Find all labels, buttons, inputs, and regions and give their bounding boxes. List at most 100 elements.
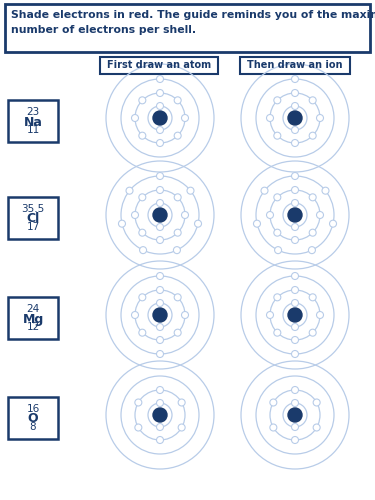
Text: 11: 11 [26,125,40,135]
Text: 12: 12 [26,322,40,332]
Circle shape [156,336,164,344]
Bar [100,57,218,74]
Text: 8: 8 [30,422,36,432]
Circle shape [308,246,315,254]
Circle shape [291,324,298,330]
Circle shape [156,300,164,306]
Circle shape [274,97,281,104]
Circle shape [291,236,298,244]
Circle shape [174,194,181,201]
Circle shape [132,312,138,318]
Circle shape [156,172,164,180]
Circle shape [288,408,302,422]
Bar [8,100,58,142]
Circle shape [132,212,138,218]
Circle shape [291,436,298,444]
Circle shape [156,272,164,280]
Circle shape [316,312,324,318]
Circle shape [156,140,164,146]
Circle shape [139,329,146,336]
Circle shape [291,386,298,394]
Circle shape [267,312,273,318]
Circle shape [132,114,138,121]
Circle shape [288,208,302,222]
Circle shape [291,140,298,146]
Circle shape [291,286,298,294]
Circle shape [174,294,181,301]
Circle shape [153,111,167,125]
Circle shape [126,187,133,194]
Text: 23: 23 [26,107,40,117]
Text: Cl: Cl [26,212,40,226]
Circle shape [274,229,281,236]
Circle shape [139,97,146,104]
Circle shape [156,236,164,244]
Circle shape [309,294,316,301]
Circle shape [261,187,268,194]
Circle shape [309,194,316,201]
Circle shape [316,212,324,218]
Circle shape [178,399,185,406]
Circle shape [313,424,320,431]
Text: Then draw an ion: Then draw an ion [247,60,343,70]
Circle shape [139,194,146,201]
Circle shape [135,399,142,406]
Circle shape [267,114,273,121]
Circle shape [291,400,298,406]
Circle shape [174,329,181,336]
Circle shape [156,76,164,82]
Circle shape [291,90,298,96]
Bar [8,197,58,239]
Text: First draw an atom: First draw an atom [107,60,211,70]
Circle shape [274,246,282,254]
Text: 17: 17 [26,222,40,232]
Circle shape [174,97,181,104]
Circle shape [291,76,298,82]
Circle shape [118,220,126,227]
Circle shape [174,229,181,236]
Circle shape [153,208,167,222]
Circle shape [135,424,142,431]
Circle shape [270,399,277,406]
Circle shape [178,424,185,431]
Circle shape [139,294,146,301]
Circle shape [313,399,320,406]
Circle shape [309,229,316,236]
Circle shape [274,329,281,336]
Circle shape [274,294,281,301]
Circle shape [173,246,180,254]
Text: 24: 24 [26,304,40,314]
Text: Shade electrons in red. The guide reminds you of the maximum
number of electrons: Shade electrons in red. The guide remind… [11,10,375,35]
Circle shape [182,114,189,121]
Circle shape [182,312,189,318]
Circle shape [291,102,298,110]
Circle shape [156,102,164,110]
Circle shape [156,90,164,96]
Circle shape [174,132,181,139]
Circle shape [195,220,201,227]
Circle shape [156,436,164,444]
Circle shape [291,424,298,430]
Circle shape [288,308,302,322]
Circle shape [153,308,167,322]
Circle shape [316,114,324,121]
Circle shape [139,132,146,139]
Circle shape [291,350,298,358]
Text: O: O [28,412,38,426]
Circle shape [274,132,281,139]
Circle shape [156,424,164,430]
Bar [5,4,370,52]
Circle shape [330,220,336,227]
Text: 16: 16 [26,404,40,414]
Text: 35.5: 35.5 [21,204,45,214]
Circle shape [156,386,164,394]
Text: Mg: Mg [22,312,44,326]
Circle shape [322,187,329,194]
Circle shape [291,186,298,194]
Circle shape [182,212,189,218]
Circle shape [156,400,164,406]
Circle shape [156,186,164,194]
Circle shape [156,350,164,358]
Circle shape [156,224,164,230]
Circle shape [291,272,298,280]
